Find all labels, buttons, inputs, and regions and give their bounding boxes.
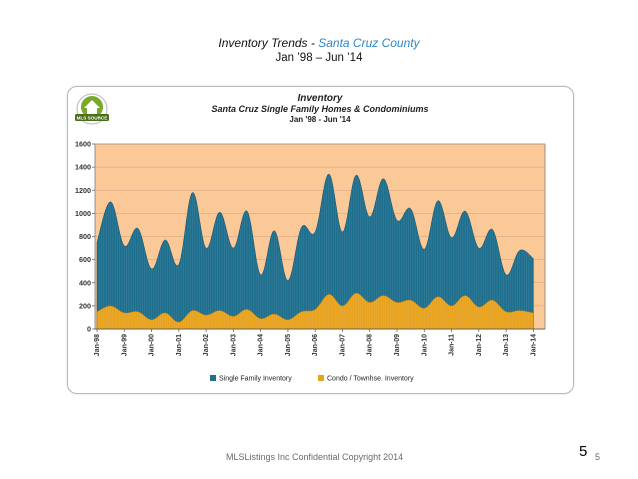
house-icon [84,100,100,114]
x-tick-label: Jan-98 [94,334,101,356]
x-tick-label: Jan-00 [149,334,156,356]
area-condo [96,292,534,330]
x-tick-label: Jan-99 [121,334,128,356]
chart-subtitle-dates: Jan '98 - Jun '14 [289,115,351,124]
slide-title: Inventory Trends - Santa Cruz County [0,36,638,50]
legend-swatch-condo [318,375,324,381]
y-tick-label: 1600 [75,140,91,149]
legend: Single Family Inventory Condo / Townhse.… [210,375,414,383]
y-tick-label: 1400 [75,163,91,172]
chart-frame: MLS SOURCE Inventory Santa Cruz Single F… [67,86,574,394]
y-tick-label: 800 [79,232,91,241]
x-tick-label: Jan-03 [230,334,237,356]
legend-label-condo: Condo / Townhse. Inventory [327,376,414,383]
page-number-small: 5 [595,452,601,462]
y-tick-label: 200 [79,301,91,310]
x-tick-label: Jan-05 [285,334,292,356]
legend-label-single-family: Single Family Inventory [219,376,292,383]
y-tick-label: 600 [79,255,91,264]
x-tick-label: Jan-08 [367,334,374,356]
area-single-family [96,173,534,330]
y-tick-label: 1200 [75,186,91,195]
x-tick-label: Jan-07 [339,334,346,356]
mls-source-logo: MLS SOURCE [75,93,109,125]
slide-title-accent: Santa Cruz County [318,36,420,50]
x-tick-label: Jan-09 [394,334,401,356]
x-tick-label: Jan-02 [203,334,210,356]
x-tick-label: Jan-10 [421,334,428,356]
x-tick-label: Jan-01 [176,334,183,356]
slide-title-prefix: Inventory Trends - [218,36,319,50]
x-tick-label: Jan-12 [476,334,483,356]
footer-copyright: MLSListings Inc Confidential Copyright 2… [226,452,404,462]
legend-swatch-single-family [210,375,216,381]
x-axis: Jan-98 Jan-99 Jan-00 Jan-01 Jan-02 Jan-03 Jan-… [94,328,545,356]
x-tick-label: Jan-14 [530,334,537,356]
x-tick-label: Jan-13 [503,334,510,356]
y-axis: 0 200 400 600 800 1000 1200 1400 1600 [75,140,95,334]
logo-text: MLS SOURCE [77,116,108,121]
chart-subtitle: Santa Cruz Single Family Homes & Condomi… [211,104,428,114]
page-number-large: 5 [579,443,588,460]
slide-subtitle: Jan ’98 – Jun ’14 [275,52,363,64]
y-tick-label: 0 [87,325,91,334]
y-tick-label: 1000 [75,209,91,218]
inventory-chart: MLS SOURCE Inventory Santa Cruz Single F… [75,93,546,383]
x-tick-label: Jan-04 [258,334,265,356]
chart-title: Inventory [297,93,342,104]
y-tick-label: 400 [79,278,91,287]
x-tick-label: Jan-06 [312,334,319,356]
x-tick-label: Jan-11 [449,334,456,356]
